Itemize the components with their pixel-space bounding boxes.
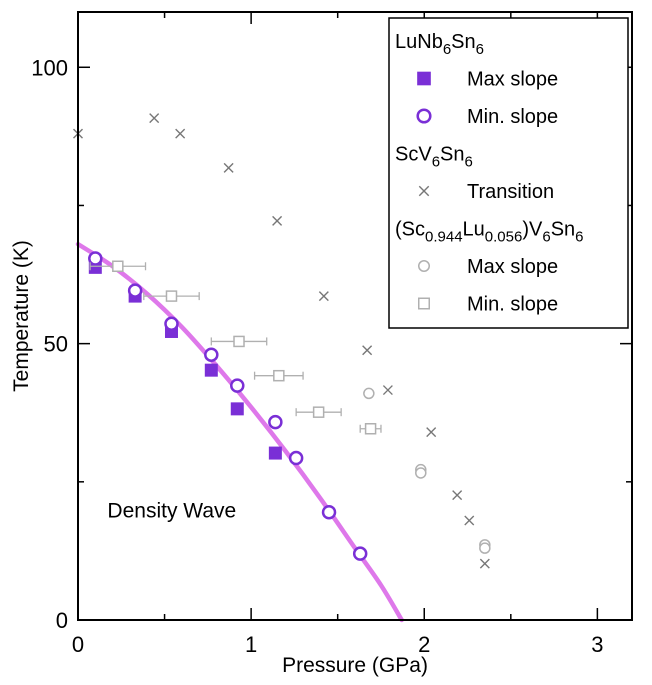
fit-curve-line	[75, 241, 404, 623]
legend-entry-label: Max slope	[467, 256, 558, 278]
data-point	[273, 369, 285, 382]
legend-marker	[418, 185, 430, 197]
x-tick-label: 0	[72, 632, 84, 657]
data-point	[352, 546, 368, 561]
y-tick-label: 0	[56, 608, 68, 633]
subscript: 0.056	[485, 229, 523, 246]
data-point	[149, 113, 160, 124]
data-point	[230, 378, 245, 393]
cross-stroke	[418, 185, 430, 197]
cross-stroke	[149, 113, 160, 124]
y-axis-label: Temperature (K)	[10, 240, 33, 392]
formula-part: (Sc	[395, 219, 425, 241]
subscript: 6	[542, 229, 550, 246]
data-point	[112, 260, 124, 273]
cross-stroke	[362, 345, 373, 356]
subscript: 6	[476, 41, 484, 58]
data-point	[426, 427, 437, 438]
series-1	[88, 251, 368, 561]
data-point	[312, 406, 325, 418]
data-point	[165, 290, 178, 302]
data-points-layer	[73, 113, 491, 569]
data-point	[268, 414, 283, 430]
formula-part: )V	[522, 219, 543, 241]
formula-part: Sn	[440, 144, 464, 166]
data-point	[382, 385, 393, 396]
cross-stroke	[426, 427, 437, 438]
series-2	[73, 113, 490, 569]
formula-part: Lu	[463, 219, 485, 241]
cross-stroke	[452, 490, 463, 501]
data-point	[362, 345, 373, 356]
series-4	[89, 260, 382, 435]
cross-stroke	[272, 215, 283, 226]
subscript: 6	[575, 229, 583, 246]
data-point	[164, 316, 179, 331]
legend-entry-label: Transition	[467, 181, 554, 203]
data-point	[175, 128, 186, 139]
data-point	[415, 467, 427, 479]
legend-marker	[417, 71, 431, 86]
subscript: 6	[432, 154, 440, 171]
data-point	[321, 504, 337, 520]
tick-labels: 0 1 2 3 0 50 100	[31, 55, 603, 657]
cross-stroke	[382, 385, 393, 396]
data-point	[288, 450, 304, 466]
data-point	[204, 347, 219, 362]
data-point	[479, 542, 491, 554]
data-point	[364, 423, 377, 435]
plot-frame	[77, 11, 633, 621]
x-tick-label: 1	[245, 632, 257, 657]
formula-part: ScV	[395, 144, 432, 166]
data-point	[204, 363, 218, 377]
density-wave-annotation: Density Wave	[107, 500, 236, 523]
legend-marker	[418, 260, 430, 272]
cross-stroke	[479, 558, 490, 569]
data-point	[233, 335, 245, 348]
data-point	[230, 402, 244, 416]
formula-part: Sn	[551, 219, 575, 241]
data-point	[272, 215, 283, 226]
cross-stroke	[318, 291, 329, 302]
data-point	[127, 283, 143, 298]
cross-stroke	[464, 515, 475, 526]
subscript: 6	[443, 41, 451, 58]
data-point	[318, 291, 329, 302]
y-tick-label: 100	[31, 55, 68, 80]
cross-stroke	[175, 128, 186, 139]
series-3	[363, 387, 491, 554]
legend-box	[388, 17, 629, 329]
legend: LuNb6​Sn6​ Max slope Min. slope ScV6​Sn6​ Tr…	[388, 17, 629, 329]
x-tick-label: 2	[418, 632, 430, 657]
data-point	[268, 446, 282, 460]
data-point	[464, 515, 475, 526]
formula-part: LuNb	[395, 31, 443, 53]
y-tick-label: 50	[44, 332, 68, 357]
legend-marker	[416, 108, 432, 124]
cross-stroke	[223, 162, 234, 173]
data-point	[223, 162, 234, 173]
x-tick-label: 3	[591, 632, 603, 657]
fit-curve-layer	[75, 241, 404, 623]
series-0	[88, 260, 282, 460]
legend-entry-label: Max slope	[467, 69, 558, 91]
legend-entry-label: Min. slope	[467, 106, 558, 128]
legend-group-title: LuNb6​Sn6​	[395, 31, 484, 58]
subscript: 6	[465, 154, 473, 171]
data-point	[452, 490, 463, 501]
data-point	[88, 251, 103, 266]
legend-group-title: ScV6​Sn6​	[395, 144, 473, 171]
legend-marker	[418, 297, 430, 310]
data-point	[363, 387, 375, 400]
formula-part: Sn	[451, 31, 475, 53]
legend-entry-label: Min. slope	[467, 294, 558, 316]
legend-group-title: (Sc0.944​Lu0.056​)V6​Sn6​	[395, 219, 584, 246]
data-point	[479, 558, 490, 569]
x-axis-label: Pressure (GPa)	[282, 654, 428, 677]
subscript: 0.944	[425, 229, 463, 246]
